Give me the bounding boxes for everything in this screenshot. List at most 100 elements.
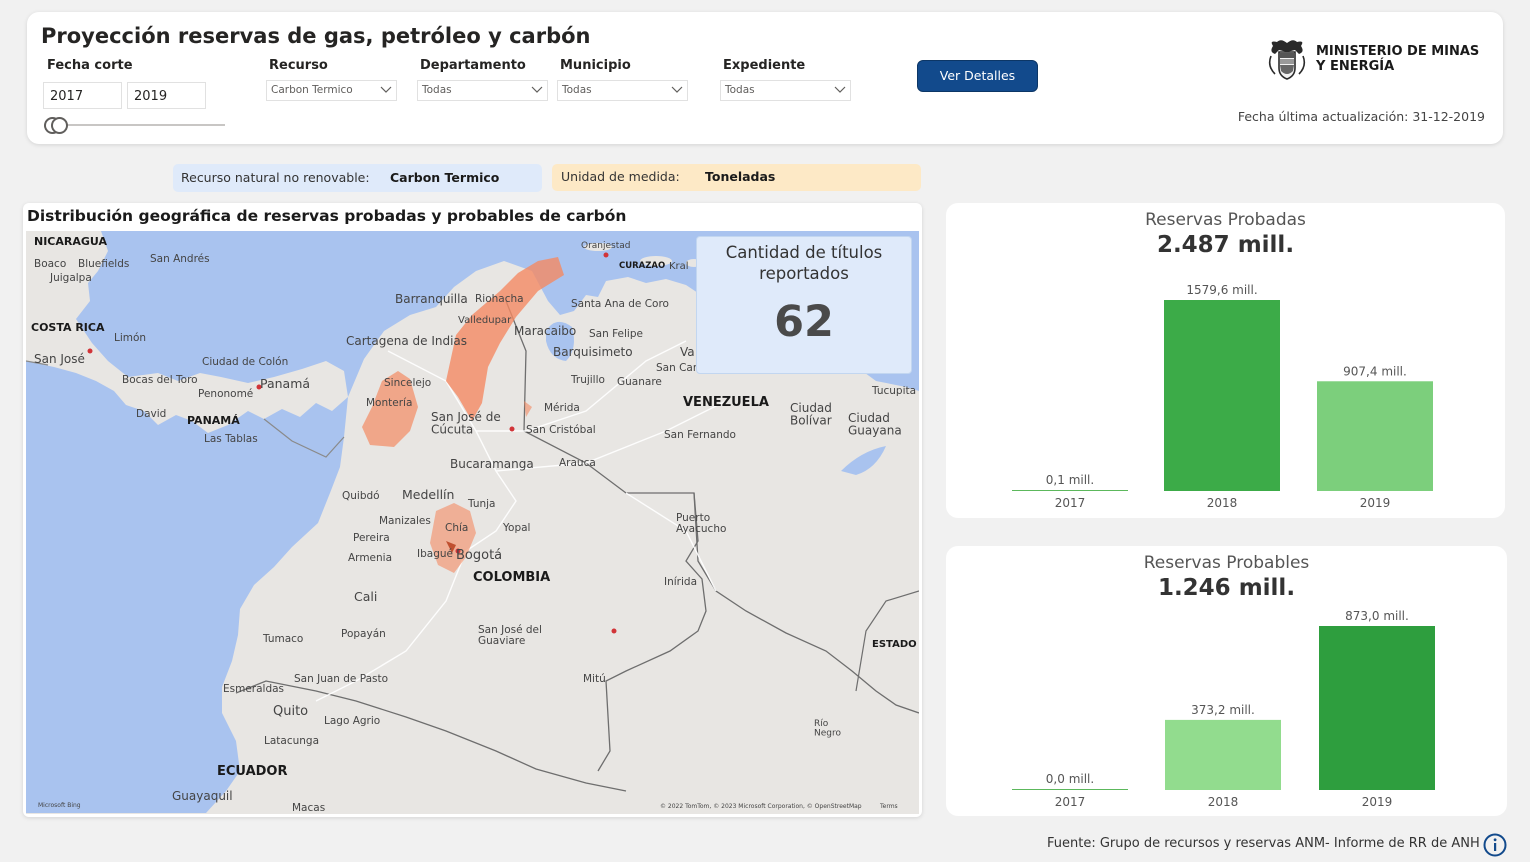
probadas-bar-chart[interactable]: 0,1 mill. 2017 1579,6 mill. 2018 907,4 mill.… bbox=[946, 273, 1505, 518]
map-label-bocas: Bocas del Toro bbox=[122, 374, 198, 386]
map-label-penonome: Penonomé bbox=[198, 388, 253, 400]
probadas-data-label-2019: 907,4 mill. bbox=[1343, 364, 1407, 378]
map-label-sincelejo: Sincelejo bbox=[384, 377, 431, 389]
municipio-label: Municipio bbox=[560, 58, 631, 73]
probables-bar-chart[interactable]: 0,0 mill. 2017 373,2 mill. 2018 873,0 mill. 2… bbox=[946, 602, 1507, 816]
map-label-lago-agrio: Lago Agrio bbox=[324, 715, 380, 727]
reserve-area-cordoba bbox=[362, 371, 418, 447]
map-label-costa-rica: COSTA RICA bbox=[31, 321, 105, 334]
recurso-dropdown-value: Carbon Termico bbox=[271, 84, 353, 96]
map-label-david: David bbox=[136, 408, 166, 420]
map-label-bluefields: Bluefields bbox=[78, 258, 129, 270]
map-label-ibague: Ibagué bbox=[417, 548, 453, 560]
resource-info-box: Recurso natural no renovable: Carbon Ter… bbox=[173, 164, 542, 192]
chevron-down-icon bbox=[380, 86, 392, 93]
probadas-category-label-2018: 2018 bbox=[1207, 496, 1238, 510]
map-label-venezuela: VENEZUELA bbox=[683, 395, 769, 410]
map-label-ciudad-bolivar: Ciudad Bolívar bbox=[790, 401, 832, 428]
map-label-san-fernando: San Fernando bbox=[664, 429, 736, 441]
map-card: Distribución geográfica de reservas prob… bbox=[23, 203, 922, 817]
probables-category-label-2019: 2019 bbox=[1362, 795, 1393, 809]
recurso-label: Recurso bbox=[269, 58, 328, 73]
map-label-quibdo: Quibdó bbox=[342, 490, 380, 502]
probables-bar-2017[interactable] bbox=[1012, 789, 1128, 790]
map-label-san-jose-guaviare: San José del Guaviare bbox=[478, 624, 542, 647]
reserve-area-cesar-guajira bbox=[446, 257, 564, 421]
map-label-riohacha: Riohacha bbox=[475, 293, 524, 305]
map-label-tunja: Tunja bbox=[467, 498, 495, 510]
map-label-oranjestad: Oranjestad bbox=[581, 241, 631, 251]
chevron-down-icon bbox=[834, 86, 846, 93]
map-label-cartagena: Cartagena de Indias bbox=[346, 334, 467, 348]
map-label-popayan: Popayán bbox=[341, 628, 386, 640]
titles-count-card: Cantidad de títulos reportados 62 bbox=[696, 236, 912, 374]
map-label-puerto-ayacucho: Puerto Ayacucho bbox=[676, 512, 726, 535]
probadas-data-label-2018: 1579,6 mill. bbox=[1186, 283, 1257, 297]
titles-count-value: 62 bbox=[774, 297, 834, 347]
probadas-bar-2018[interactable] bbox=[1164, 300, 1280, 491]
map-label-trujillo: Trujillo bbox=[570, 374, 605, 386]
map-label-tucupita: Tucupita bbox=[871, 385, 916, 397]
info-icon[interactable] bbox=[1483, 833, 1507, 857]
municipio-dropdown[interactable]: Todas bbox=[557, 80, 688, 101]
bing-logo: Microsoft Bing bbox=[38, 802, 81, 809]
probables-data-label-2017: 0,0 mill. bbox=[1046, 772, 1094, 786]
map-label-cali: Cali bbox=[354, 589, 377, 604]
map-label-curazao: CURAZAO bbox=[619, 261, 665, 271]
date-slider-end-handle[interactable] bbox=[51, 117, 68, 134]
map-label-limon: Limón bbox=[114, 332, 146, 344]
map-label-yopal: Yopal bbox=[502, 522, 530, 534]
unit-info-box: Unidad de medida: Toneladas bbox=[552, 164, 921, 191]
probadas-data-label-2017: 0,1 mill. bbox=[1046, 473, 1094, 487]
page-title: Proyección reservas de gas, petróleo y c… bbox=[41, 24, 591, 48]
map-label-san-cristobal: San Cristóbal bbox=[526, 424, 596, 436]
map-label-tumaco: Tumaco bbox=[262, 633, 303, 645]
filter-header: Proyección reservas de gas, petróleo y c… bbox=[27, 12, 1503, 144]
expediente-dropdown-value: Todas bbox=[725, 84, 755, 96]
probadas-category-label-2019: 2019 bbox=[1360, 496, 1391, 510]
map-title: Distribución geográfica de reservas prob… bbox=[27, 207, 627, 225]
map-label-barquisimeto: Barquisimeto bbox=[553, 345, 633, 359]
last-update-label: Fecha última actualización: 31-12-2019 bbox=[1237, 109, 1485, 124]
date-from-input[interactable]: 2017 bbox=[43, 82, 122, 109]
map-label-santa-ana: Santa Ana de Coro bbox=[571, 298, 669, 310]
ver-detalles-button[interactable]: Ver Detalles bbox=[917, 60, 1038, 92]
probables-bar-2019[interactable] bbox=[1319, 626, 1435, 790]
map-label-nicaragua: NICARAGUA bbox=[34, 235, 107, 248]
map-label-pereira: Pereira bbox=[353, 532, 390, 544]
map-label-armenia: Armenia bbox=[348, 552, 392, 564]
date-to-input[interactable]: 2019 bbox=[127, 82, 206, 109]
probadas-bar-2017[interactable] bbox=[1012, 490, 1128, 491]
resource-label: Recurso natural no renovable: bbox=[181, 170, 370, 185]
probadas-category-label-2017: 2017 bbox=[1055, 496, 1086, 510]
map-label-inirida: Inírida bbox=[664, 576, 697, 588]
map-label-medellin: Medellín bbox=[402, 487, 454, 502]
map-label-san-andres: San Andrés bbox=[150, 253, 210, 265]
municipio-dropdown-value: Todas bbox=[562, 84, 592, 96]
probadas-bar-2019[interactable] bbox=[1317, 381, 1433, 491]
recurso-dropdown[interactable]: Carbon Termico bbox=[266, 80, 397, 101]
map-label-guanare: Guanare bbox=[617, 376, 662, 388]
chevron-down-icon bbox=[671, 86, 683, 93]
map-label-san-felipe: San Felipe bbox=[589, 328, 643, 340]
map-label-kralendijk: Kral bbox=[669, 261, 689, 272]
map-label-mitu: Mitú bbox=[583, 673, 606, 685]
date-slider-track[interactable] bbox=[49, 124, 225, 126]
map-label-merida: Mérida bbox=[544, 402, 580, 414]
expediente-label: Expediente bbox=[723, 58, 806, 73]
map-label-san-juan-pasto: San Juan de Pasto bbox=[294, 673, 388, 685]
departamento-dropdown[interactable]: Todas bbox=[417, 80, 548, 101]
map-label-panama: PANAMÁ bbox=[187, 414, 240, 427]
probadas-title: Reservas Probadas bbox=[1145, 210, 1306, 230]
titles-count-label: Cantidad de títulos reportados bbox=[725, 243, 883, 283]
probables-data-label-2018: 373,2 mill. bbox=[1191, 703, 1255, 717]
map-terms-link[interactable]: Terms bbox=[879, 803, 898, 810]
map-label-estado: ESTADO bbox=[872, 639, 917, 650]
map-label-valledupar: Valledupar bbox=[458, 315, 512, 326]
probables-bar-2018[interactable] bbox=[1165, 719, 1281, 790]
expediente-dropdown[interactable]: Todas bbox=[720, 80, 851, 101]
map-label-san-jose-cucuta: San José de Cúcuta bbox=[431, 410, 501, 437]
map-label-macas: Macas bbox=[292, 802, 325, 814]
map-label-boaco: Boaco bbox=[34, 258, 66, 270]
map-land-central-america bbox=[26, 231, 348, 433]
